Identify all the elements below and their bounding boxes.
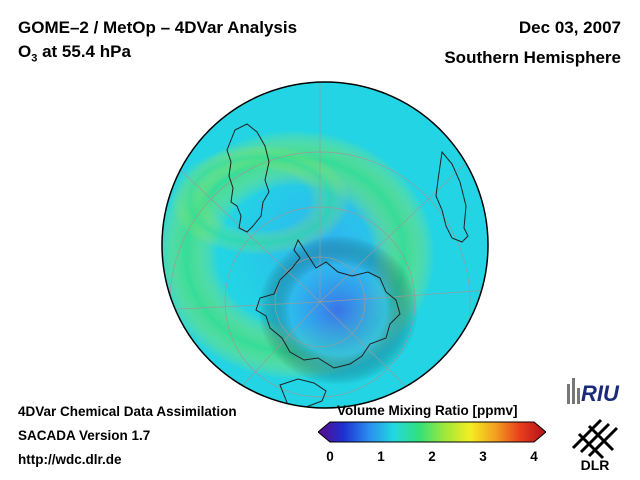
species-name: O	[18, 42, 32, 61]
graticule	[162, 82, 488, 408]
riu-logo-bar	[577, 388, 580, 404]
page-title: GOME–2 / MetOp – 4DVar Analysis	[18, 18, 298, 37]
globe-rim	[161, 81, 489, 409]
hemisphere-label: Southern Hemisphere	[444, 48, 621, 67]
ozone-high-patch	[170, 145, 350, 255]
footer-url: http://wdc.dlr.de	[18, 452, 122, 467]
riu-logo-text: RIU	[581, 381, 620, 406]
footer-assimilation: 4DVar Chemical Data Assimilation	[18, 404, 237, 419]
species-subscript: 3	[31, 52, 38, 65]
colorbar-tick-label: 0	[326, 449, 334, 464]
riu-logo: RIU	[567, 378, 620, 406]
dlr-logo-mark	[571, 418, 619, 460]
field-subtitle: O3 at 55.4 hPa	[18, 42, 131, 64]
coastlines	[226, 123, 469, 408]
riu-logo-bar	[572, 378, 575, 404]
africa-coast	[435, 150, 469, 243]
dlr-logo: DLR	[571, 418, 619, 473]
colorbar-title: Volume Mixing Ratio [ppmv]	[337, 403, 518, 418]
ozone-globe-map	[161, 81, 489, 409]
south-america-coast	[226, 123, 270, 233]
colorbar-tick-label: 3	[479, 449, 487, 464]
colorbar-gradient	[318, 421, 546, 443]
colorbar-tick-label: 4	[530, 449, 538, 464]
colorbar-tick-label: 1	[377, 449, 385, 464]
antarctica-coast	[255, 238, 401, 369]
riu-logo-bar	[567, 384, 570, 404]
analysis-date: Dec 03, 2007	[518, 18, 621, 37]
footer-version: SACADA Version 1.7	[18, 428, 151, 443]
colorbar-tick-label: 2	[428, 449, 436, 464]
colorbar	[318, 421, 546, 443]
dlr-logo-text: DLR	[581, 457, 610, 473]
pressure-level: at 55.4 hPa	[37, 42, 131, 61]
ozone-low-region	[258, 235, 418, 385]
